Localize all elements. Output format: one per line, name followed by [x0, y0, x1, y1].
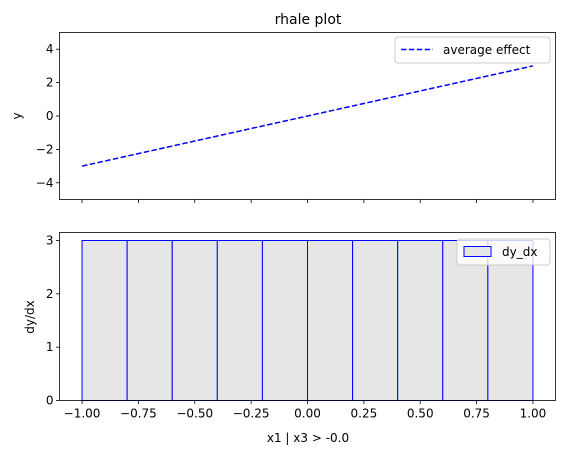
top-y-axis-label: y — [10, 112, 24, 119]
top-axes-frame — [59, 32, 556, 200]
bottom-axes-frame — [59, 232, 556, 401]
bottom-x-tick-label: −0.50 — [176, 407, 213, 421]
bottom-x-axis-label: x1 | x3 > -0.0 — [267, 431, 349, 445]
top-y-tick-label: −4 — [36, 176, 54, 190]
top-y-tick-label: 0 — [46, 109, 54, 123]
bottom-x-tick-label: −1.00 — [64, 407, 101, 421]
bottom-x-tick-label: 0.50 — [407, 407, 434, 421]
dy-dx-bar — [307, 240, 354, 401]
bottom-x-tick-label: −0.75 — [120, 407, 157, 421]
bottom-y-tick-label: 1 — [46, 340, 54, 354]
top-legend: average effect — [394, 36, 551, 64]
bottom-x-tick-label: 0.75 — [463, 407, 490, 421]
bottom-y-tick-label: 0 — [46, 394, 54, 408]
bottom-y-axis-label: dy/dx — [23, 300, 37, 333]
bottom-x-tick-label: 0.25 — [351, 407, 378, 421]
top-legend-label: average effect — [443, 43, 531, 57]
dy-dx-bar — [126, 240, 173, 401]
dy-dx-bar — [216, 240, 263, 401]
dy-dx-bar — [352, 240, 399, 401]
bottom-legend-swatch-icon — [463, 246, 492, 257]
bottom-legend: dy_dx — [456, 238, 551, 266]
dy-dx-bar — [487, 240, 534, 401]
top-y-tick-label: −2 — [36, 142, 54, 156]
bottom-axes: 0 1 2 3 −1.00 −0.75 −0.50 −0.25 0.00 0.25 0.50 0.7… — [23, 232, 556, 445]
top-axes: rhale plot 4 2 0 −2 −4 y average effect — [10, 12, 556, 203]
top-y-tick-label: 2 — [46, 76, 54, 90]
bottom-legend-box — [456, 238, 551, 266]
bottom-x-tick-label: 0.00 — [294, 407, 321, 421]
bottom-x-tick-label: −0.25 — [233, 407, 270, 421]
bottom-y-tick-label: 2 — [46, 287, 54, 301]
top-y-tick-label: 4 — [46, 42, 54, 56]
dy-dx-bar — [81, 240, 128, 401]
chart-title: rhale plot — [275, 12, 342, 28]
bottom-y-tick-label: 3 — [46, 234, 54, 248]
average-effect-line — [81, 65, 534, 167]
dy-dx-bar — [397, 240, 444, 401]
bottom-x-tick-label: 1.00 — [520, 407, 547, 421]
top-legend-box — [394, 36, 551, 64]
dy-dx-bar — [261, 240, 308, 401]
dy-dx-bar — [171, 240, 218, 401]
bottom-legend-label: dy_dx — [502, 245, 537, 259]
